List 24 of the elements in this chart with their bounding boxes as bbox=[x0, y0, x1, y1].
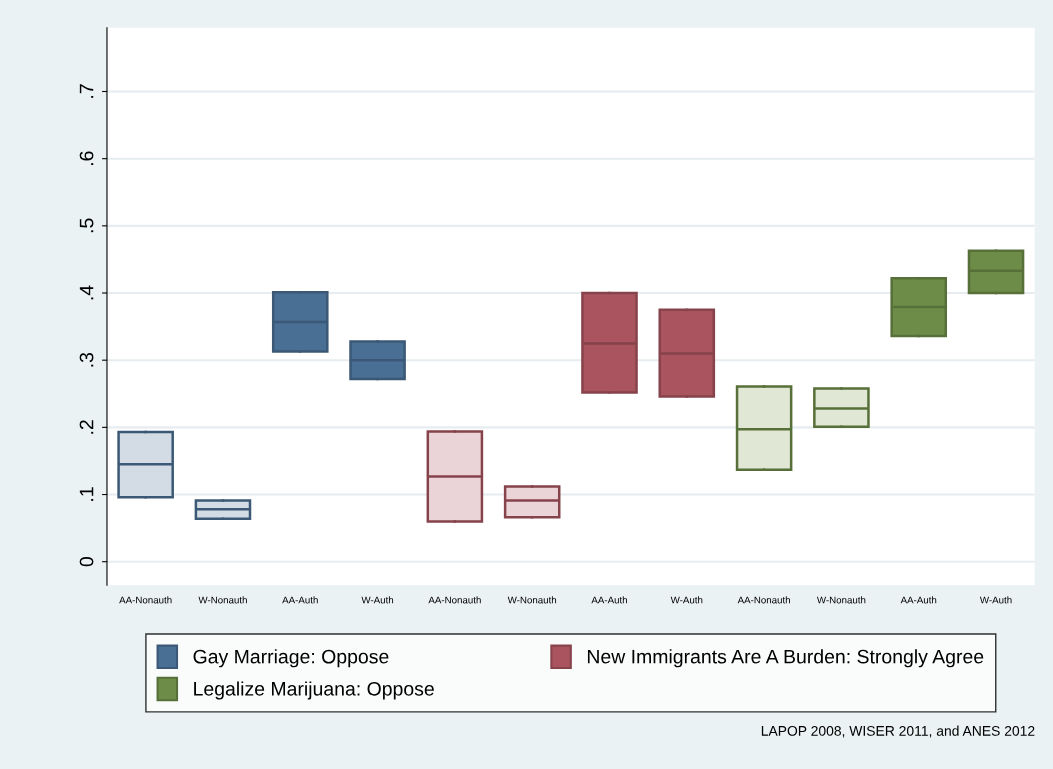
legend-label: New Immigrants Are A Burden: Strongly Agree bbox=[587, 649, 984, 668]
x-tick-label: W-Nonauth bbox=[198, 596, 247, 604]
x-tick-label: W-Auth bbox=[979, 596, 1012, 604]
x-tick-label: W-Auth bbox=[670, 596, 703, 604]
x-tick-label: AA-Auth bbox=[591, 596, 627, 604]
y-tick-label: 0 bbox=[79, 557, 94, 567]
x-tick-label: W-Nonauth bbox=[507, 596, 557, 604]
y-tick-label: .7 bbox=[79, 84, 94, 98]
y-tick-label: .2 bbox=[79, 420, 94, 434]
x-tick-label: AA-Nonauth bbox=[119, 596, 172, 604]
legend-label: Gay Marriage: Oppose bbox=[193, 649, 389, 668]
y-tick-label: .3 bbox=[79, 352, 94, 367]
x-tick-label: AA-Nonauth bbox=[428, 596, 481, 604]
x-tick-label: W-Nonauth bbox=[816, 596, 866, 604]
legend-label: Legalize Marijuana: Oppose bbox=[194, 681, 434, 700]
x-tick-label: AA-Auth bbox=[900, 596, 937, 604]
y-tick-label: .5 bbox=[79, 218, 94, 233]
x-tick-label: AA-Nonauth bbox=[737, 596, 790, 604]
x-tick-label: W-Auth bbox=[361, 596, 394, 604]
y-tick-label: .6 bbox=[79, 151, 94, 165]
x-tick-label: AA-Auth bbox=[282, 596, 318, 604]
text: LAPOP 2008, WISER 2011, and ANES 2012 bbox=[761, 725, 1035, 738]
y-tick-label: .1 bbox=[79, 487, 94, 501]
y-tick-label: .4 bbox=[79, 285, 94, 300]
